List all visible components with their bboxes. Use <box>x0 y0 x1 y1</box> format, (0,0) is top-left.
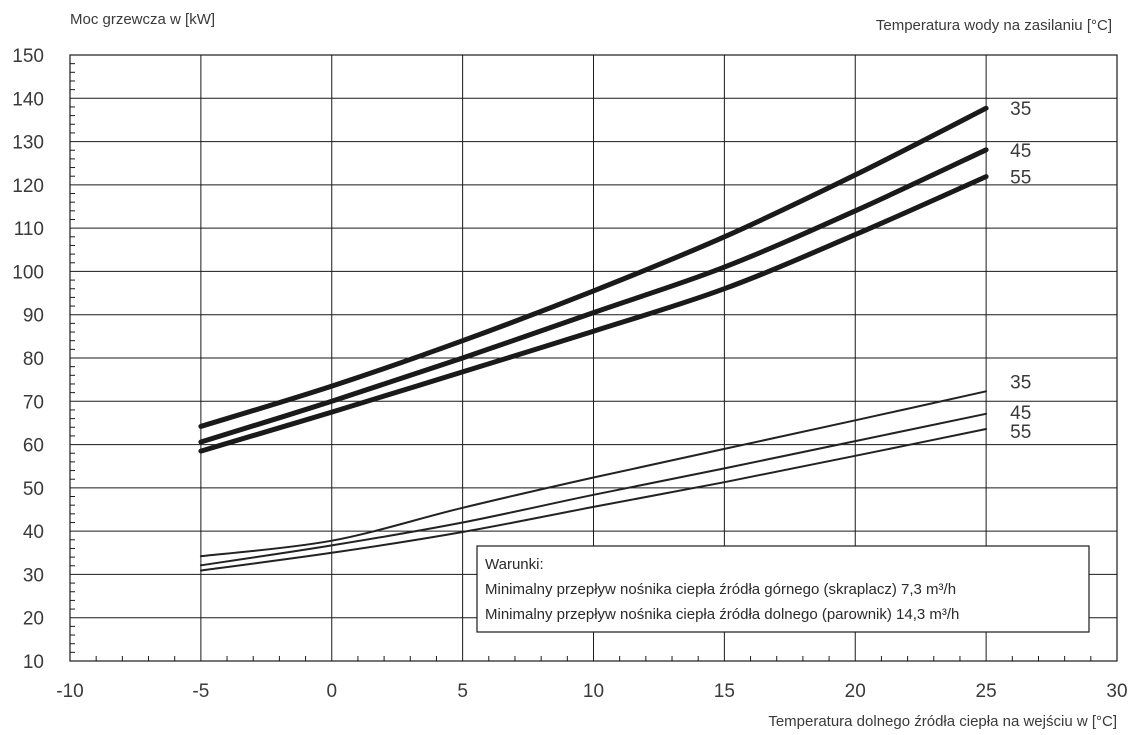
series-line-bold-45 <box>198 147 989 445</box>
y-tick-label: 70 <box>23 392 44 413</box>
y-tick-label: 140 <box>12 89 44 110</box>
x-tick-label: 30 <box>1106 681 1127 702</box>
x-tick-label: 10 <box>583 681 604 702</box>
x-tick-label: -5 <box>192 681 209 702</box>
x-tick-label: 15 <box>714 681 735 702</box>
series-label-bold-35: 35 <box>1010 99 1031 120</box>
y-tick-label: 20 <box>23 609 44 630</box>
series-line-thin-35 <box>199 390 988 558</box>
y-tick-label: 50 <box>23 479 44 500</box>
series-line-bold-55 <box>198 174 989 454</box>
minor-ticks <box>70 63 1092 661</box>
y-tick-label: 40 <box>23 522 44 543</box>
x-tick-label: -10 <box>56 681 83 702</box>
y-tick-label: 10 <box>23 652 44 673</box>
conditions-box-frame <box>476 545 1090 633</box>
series-label-bold-55: 55 <box>1010 168 1031 189</box>
series-label-bold-45: 45 <box>1010 141 1031 162</box>
legend-title: Temperatura wody na zasilaniu [°C] <box>876 17 1112 34</box>
y-tick-label: 30 <box>23 565 44 586</box>
series-line-bold-35 <box>198 105 989 429</box>
conditions-box: Warunki: Minimalny przepływ nośnika ciep… <box>476 545 1090 633</box>
y-tick-label: 100 <box>12 262 44 283</box>
conditions-line-2: Minimalny przepływ nośnika ciepła źródła… <box>485 606 959 623</box>
y-axis-title: Moc grzewcza w [kW] <box>70 11 215 28</box>
tick-labels: -10 -5 0 5 10 15 20 25 30 10 20 30 40 50 60 70 80 90 100 11… <box>12 46 1127 702</box>
conditions-title: Warunki: <box>485 556 544 573</box>
x-tick-label: 5 <box>457 681 468 702</box>
y-tick-label: 120 <box>12 176 44 197</box>
conditions-line-1: Minimalny przepływ nośnika ciepła źródła… <box>485 581 956 598</box>
series-line-thin-55 <box>199 428 988 572</box>
series-label-thin-35: 35 <box>1010 372 1031 393</box>
series-line-thin-45 <box>199 412 988 567</box>
x-tick-label: 20 <box>845 681 866 702</box>
y-tick-label: 150 <box>12 46 44 67</box>
series-label-thin-55: 55 <box>1010 422 1031 443</box>
y-tick-label: 90 <box>23 306 44 327</box>
x-tick-label: 25 <box>976 681 997 702</box>
y-tick-label: 80 <box>23 349 44 370</box>
series-label-thin-45: 45 <box>1010 403 1031 424</box>
y-tick-label: 60 <box>23 436 44 457</box>
plot-frame <box>69 54 1118 662</box>
y-tick-label: 110 <box>14 219 44 240</box>
series-layer <box>198 105 989 572</box>
x-tick-label: 0 <box>326 681 337 702</box>
x-axis-title: Temperatura dolnego źródła ciepła na wej… <box>768 713 1117 730</box>
y-tick-label: 130 <box>12 133 44 154</box>
